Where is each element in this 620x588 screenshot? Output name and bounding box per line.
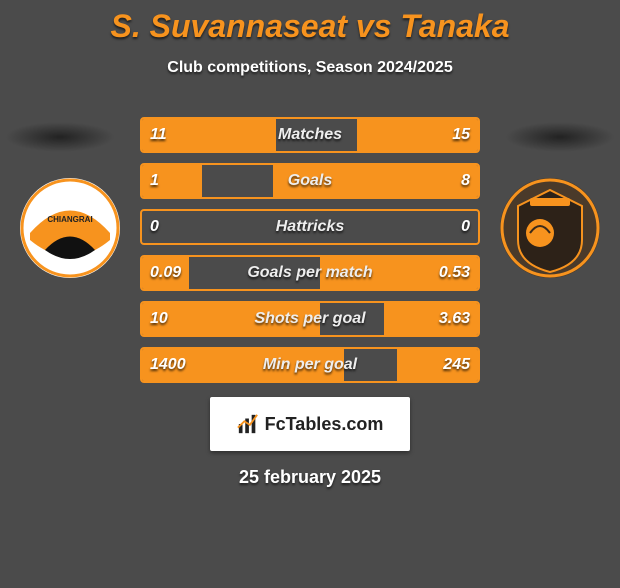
- page-title: S. Suvannaseat vs Tanaka: [0, 8, 620, 45]
- subtitle: Club competitions, Season 2024/2025: [0, 59, 620, 77]
- stat-label: Shots per goal: [142, 303, 478, 335]
- stat-value-right: 245: [443, 349, 470, 381]
- stat-label: Hattricks: [142, 211, 478, 243]
- stat-row: 0Hattricks0: [140, 209, 480, 245]
- crest-left: CHIANGRAI: [20, 178, 120, 278]
- stat-label: Goals: [142, 165, 478, 197]
- crest-left-icon: CHIANGRAI: [20, 178, 120, 278]
- stat-label: Min per goal: [142, 349, 478, 381]
- stat-row: 10Shots per goal3.63: [140, 301, 480, 337]
- crest-right: [500, 178, 600, 278]
- stat-value-right: 0: [461, 211, 470, 243]
- stat-value-right: 3.63: [439, 303, 470, 335]
- stat-value-right: 8: [461, 165, 470, 197]
- stat-row: 0.09Goals per match0.53: [140, 255, 480, 291]
- svg-text:CHIANGRAI: CHIANGRAI: [47, 215, 92, 224]
- stat-row: 1Goals8: [140, 163, 480, 199]
- crest-shadow-right: [505, 122, 615, 152]
- stat-label: Goals per match: [142, 257, 478, 289]
- stat-value-right: 15: [452, 119, 470, 151]
- brand-label: FcTables.com: [265, 414, 384, 435]
- stat-value-right: 0.53: [439, 257, 470, 289]
- stat-label: Matches: [142, 119, 478, 151]
- stat-row: 11Matches15: [140, 117, 480, 153]
- stats-panel: 11Matches15 1Goals8 0Hattricks0 0.09Goals p…: [140, 117, 480, 383]
- crest-right-icon: [500, 178, 600, 278]
- chart-icon: [237, 413, 259, 435]
- date-label: 25 february 2025: [0, 467, 620, 488]
- stat-row: 1400Min per goal245: [140, 347, 480, 383]
- brand-badge: FcTables.com: [210, 397, 410, 451]
- crest-shadow-left: [5, 122, 115, 152]
